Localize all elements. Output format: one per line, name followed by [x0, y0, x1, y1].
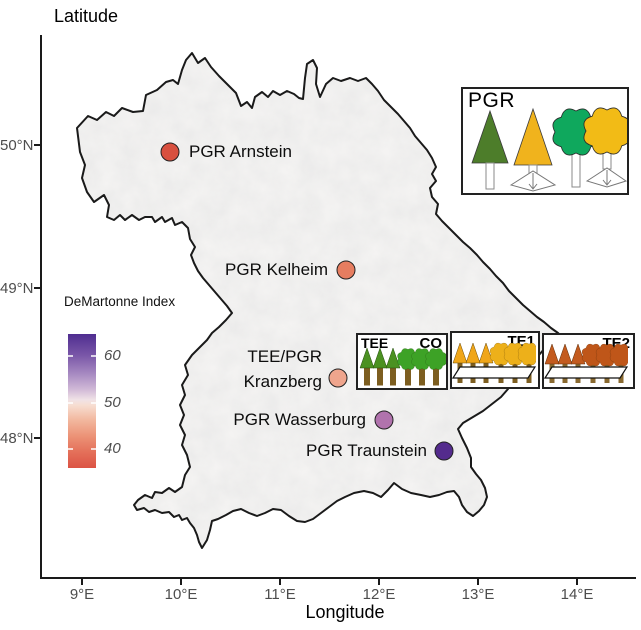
- te2-inset: TE2: [542, 333, 635, 389]
- site-label-arnstein: PGR Arnstein: [189, 142, 292, 161]
- x-tick-label-9e: 9°E: [69, 586, 95, 603]
- pgr-legend-title: PGR: [468, 89, 516, 112]
- x-tick-mark: [180, 579, 182, 585]
- y-tick-label-48n: 48°N: [0, 430, 34, 447]
- conifer-icon: [452, 342, 468, 364]
- site-label-kranzberg-line1: TEE/PGR: [247, 347, 322, 366]
- tee-inset: TEE CO: [356, 333, 448, 390]
- conifer-yellow-litter-trap-icon: [509, 107, 557, 192]
- y-tick-label-49n: 49°N: [0, 280, 34, 297]
- colorbar-tick-mark: [91, 402, 96, 404]
- colorbar-title: DeMartonne Index: [64, 294, 176, 309]
- y-tick-label-50n: 50°N: [0, 137, 34, 154]
- pgr-legend: PGR: [461, 87, 629, 195]
- te2-crowns: [544, 343, 628, 367]
- colorbar-tick-mark: [68, 402, 73, 404]
- site-point-traunstein[interactable]: [434, 441, 454, 461]
- conifer-icon: [557, 343, 573, 365]
- conifer-icon: [372, 347, 388, 369]
- site-label-kranzberg-line2: Kranzberg: [243, 372, 322, 391]
- colorbar-tick-mark: [68, 448, 73, 450]
- x-tick-label-14e: 14°E: [560, 586, 594, 603]
- te1-inset: TE1: [450, 331, 540, 389]
- tee-crowns: [359, 347, 446, 370]
- colorbar-tick-mark: [91, 448, 96, 450]
- x-tick-mark: [576, 579, 578, 585]
- conifer-green-icon: [471, 109, 509, 190]
- pgr-legend-trees: [471, 107, 627, 192]
- te2-trees: [544, 343, 628, 383]
- site-points: [160, 142, 454, 461]
- colorbar-tick-mark: [68, 355, 73, 357]
- tee-trunks: [364, 367, 439, 386]
- te1-crowns: [452, 342, 536, 366]
- site-label-wasserburg: PGR Wasserburg: [233, 410, 366, 429]
- y-tick-mark: [34, 437, 40, 439]
- colorbar-tick-mark: [91, 355, 96, 357]
- x-axis-line: [40, 577, 636, 579]
- x-tick-label-11e: 11°E: [264, 586, 296, 603]
- x-tick-label-12e: 12°E: [362, 586, 396, 603]
- y-axis-title: Latitude: [54, 6, 119, 26]
- site-label-kelheim: PGR Kelheim: [225, 260, 328, 279]
- x-tick-mark: [81, 579, 83, 585]
- y-axis-line: [40, 35, 42, 579]
- broadleaf-green-icon: [552, 108, 600, 188]
- x-axis-title: Longitude: [305, 602, 385, 622]
- colorbar-tick-60: 60: [104, 347, 121, 364]
- colorbar-tick-50: 50: [104, 394, 121, 411]
- y-tick-mark: [34, 144, 40, 146]
- rainout-shelter-roof-icon: [544, 366, 628, 379]
- broadleaf-yellow-litter-trap-icon: [583, 107, 627, 188]
- conifer-icon: [359, 347, 375, 369]
- tee-inset-title: TEE: [361, 335, 389, 351]
- x-tick-mark: [477, 579, 479, 585]
- site-point-wasserburg[interactable]: [374, 410, 394, 430]
- rainout-shelter-roof-icon: [452, 366, 536, 379]
- te1-trees: [452, 342, 536, 383]
- conifer-icon: [478, 342, 494, 364]
- x-tick-mark: [279, 579, 281, 585]
- tee-co-label: CO: [419, 335, 443, 352]
- site-point-kelheim[interactable]: [336, 260, 356, 280]
- conifer-icon: [465, 342, 481, 364]
- x-tick-label-10e: 10°E: [164, 586, 198, 603]
- y-tick-mark: [34, 287, 40, 289]
- conifer-icon: [385, 347, 401, 369]
- site-label-kranzberg: TEE/PGR Kranzberg: [212, 344, 322, 394]
- colorbar-tick-40: 40: [104, 440, 121, 457]
- conifer-icon: [570, 343, 586, 365]
- site-point-kranzberg[interactable]: [328, 368, 348, 388]
- conifer-icon: [544, 343, 560, 365]
- x-tick-mark: [378, 579, 380, 585]
- site-label-traunstein: PGR Traunstein: [306, 441, 427, 460]
- tee-trees: [359, 347, 446, 386]
- site-point-arnstein[interactable]: [160, 142, 180, 162]
- x-tick-label-13e: 13°E: [461, 586, 495, 603]
